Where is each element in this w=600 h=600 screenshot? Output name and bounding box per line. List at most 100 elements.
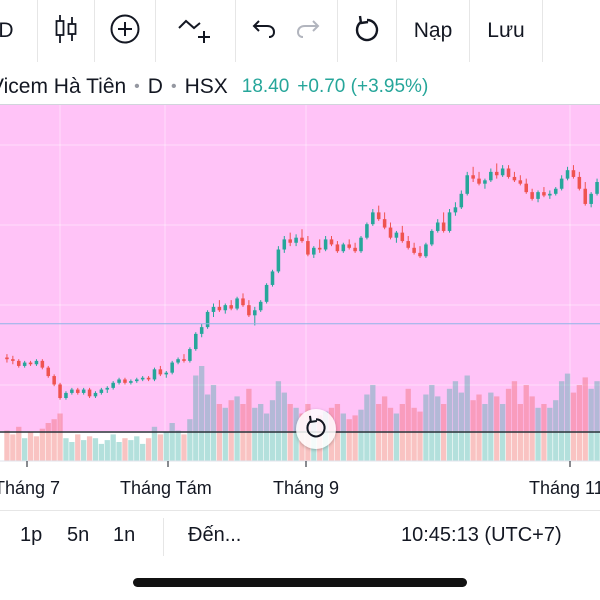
candlestick xyxy=(441,212,446,233)
candlestick xyxy=(595,178,599,196)
symbol-title-row[interactable]: Vicem Hà Tiên • D • HSX 18.40 +0.70 (+3.… xyxy=(0,75,428,99)
redo-button[interactable] xyxy=(290,0,326,62)
volume-bar xyxy=(151,426,158,461)
undo-button[interactable] xyxy=(246,0,282,62)
candlestick xyxy=(412,242,416,255)
toolbar-divider xyxy=(542,0,543,62)
candlestick xyxy=(430,229,434,247)
candlestick xyxy=(241,293,245,307)
compare-button[interactable] xyxy=(95,0,155,62)
chart-type-button[interactable] xyxy=(38,0,94,62)
volume-bar xyxy=(10,434,16,461)
candlestick xyxy=(211,303,216,317)
volume-bar xyxy=(558,381,565,461)
volume-bar xyxy=(252,407,258,461)
volume-bar xyxy=(81,440,87,461)
candlestick xyxy=(329,236,334,247)
candlestick xyxy=(135,377,139,383)
toolbar-divider xyxy=(396,0,397,62)
volume-bar xyxy=(464,375,470,461)
candlestick xyxy=(140,376,145,382)
candlestick xyxy=(341,242,346,253)
candle-body xyxy=(188,349,192,361)
candlestick xyxy=(571,165,576,179)
reset-chart-button[interactable] xyxy=(338,0,396,62)
volume-bar xyxy=(27,432,34,461)
candlestick xyxy=(583,182,588,206)
candle-body xyxy=(382,219,387,228)
range-1n-button[interactable]: 1n xyxy=(113,524,136,546)
indicators-button[interactable] xyxy=(156,0,235,62)
candle-body xyxy=(542,192,546,196)
volume-bar xyxy=(128,440,134,461)
candle-body xyxy=(353,247,357,252)
candle-body xyxy=(28,362,33,365)
candlestick xyxy=(300,229,304,243)
candlestick xyxy=(524,178,529,194)
candle-body xyxy=(229,305,233,309)
candlestick xyxy=(264,283,269,304)
save-button[interactable]: Lưu xyxy=(470,0,542,62)
x-axis-label: Tháng 11 xyxy=(529,478,600,498)
candle-body xyxy=(253,310,257,316)
candlestick xyxy=(359,236,363,253)
volume-bar xyxy=(33,436,40,461)
candle-body xyxy=(34,360,39,365)
add-circle-icon xyxy=(109,13,141,50)
clock-timezone[interactable]: 10:45:13 (UTC+7) xyxy=(401,524,562,546)
candlestick xyxy=(365,222,369,240)
reset-scale-icon xyxy=(304,414,328,445)
volume-bar xyxy=(269,400,276,461)
volume-bar xyxy=(452,381,459,461)
home-indicator xyxy=(133,578,467,587)
interval-button[interactable]: D xyxy=(0,0,18,62)
range-1p-button[interactable]: 1p xyxy=(20,524,43,546)
candle-body xyxy=(93,392,98,397)
candle-body xyxy=(577,176,582,189)
candlestick xyxy=(229,300,233,311)
candlestick-series xyxy=(5,163,599,400)
candlestick xyxy=(371,209,375,226)
candlestick xyxy=(223,303,228,314)
candlestick xyxy=(577,171,582,191)
candlestick xyxy=(58,382,62,400)
candlestick xyxy=(394,230,399,243)
candlestick xyxy=(530,188,534,201)
candle-body xyxy=(135,379,139,382)
candlestick xyxy=(182,354,186,363)
undo-icon xyxy=(251,18,277,45)
volume-bar xyxy=(193,375,199,461)
volume-bar xyxy=(246,388,252,461)
candle-body xyxy=(235,298,239,309)
reset-scale-button[interactable] xyxy=(296,409,336,449)
candlestick xyxy=(176,357,180,365)
volume-bar xyxy=(116,442,122,461)
volume-bar xyxy=(446,388,453,461)
volume-bar xyxy=(417,411,423,461)
volume-bar xyxy=(393,413,400,461)
candle-body xyxy=(453,207,458,213)
candlestick xyxy=(253,306,257,326)
range-5n-button[interactable]: 5n xyxy=(67,524,90,546)
reset-icon xyxy=(353,14,381,49)
candle-body xyxy=(312,247,316,255)
candle-body xyxy=(518,180,523,184)
volume-bar xyxy=(570,392,577,461)
candle-body xyxy=(359,237,363,252)
candle-body xyxy=(494,171,499,176)
candlestick xyxy=(536,190,540,203)
candlestick xyxy=(75,387,80,395)
volume-bar xyxy=(134,436,140,461)
candle-body xyxy=(258,301,263,311)
price-chart[interactable] xyxy=(0,105,600,505)
goto-date-button[interactable]: Đến... xyxy=(188,524,242,546)
candlestick xyxy=(453,202,458,216)
candle-body xyxy=(117,379,121,383)
candle-body xyxy=(441,222,446,231)
candle-body xyxy=(164,372,169,375)
volume-bar xyxy=(75,434,81,461)
candlestick xyxy=(111,381,115,390)
volume-bar xyxy=(204,394,211,461)
candlestick xyxy=(199,323,204,338)
load-button[interactable]: Nạp xyxy=(397,0,469,62)
